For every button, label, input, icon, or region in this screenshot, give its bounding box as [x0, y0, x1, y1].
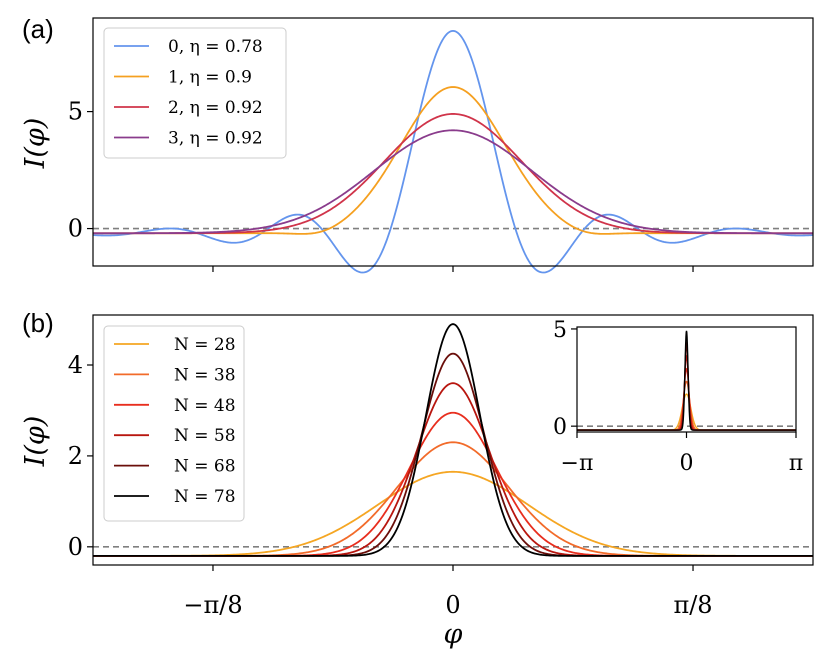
x-tick-label: π: [789, 451, 803, 476]
inset-ticks: 0 5 −π 0 π: [553, 318, 803, 476]
legend-entry: 0, η = 0.78: [168, 37, 263, 57]
panel-a-legend: 0, η = 0.78 1, η = 0.9 2, η = 0.92 3, η = 0…: [103, 27, 287, 159]
x-tick-label: 0: [680, 451, 694, 476]
legend-entry: 1, η = 0.9: [168, 68, 252, 88]
panel-a: (a) I(φ) 05 0, η = 0.781, η = 0.92, η = …: [20, 14, 814, 274]
series-line-b-5: [93, 323, 813, 557]
inset-series-line-5: [577, 330, 796, 431]
panel-b-ticks: 0 2 4 −π/8 0 π/8: [68, 351, 713, 619]
y-tick-label: 0: [68, 533, 83, 561]
panel-b-frame: [92, 314, 814, 566]
y-tick-label: 5: [553, 318, 567, 343]
panel-a-ticks: 05: [68, 98, 694, 272]
panel-a-frame: [92, 17, 814, 267]
panel-b: (b) I(φ) φ 0 2 4 −π/8 0 π/8 N = 28 N = 38 N = 4…: [20, 308, 814, 650]
legend-entry: N = 58: [174, 426, 236, 446]
panel-b-label: (b): [22, 308, 54, 338]
panel-b-ylabel: I(φ): [20, 416, 51, 468]
x-tick-label: −π: [561, 451, 594, 476]
series-line-a-0: [92, 29, 814, 274]
legend-entry: 3, η = 0.92: [168, 129, 263, 149]
y-tick-label: 4: [68, 351, 83, 379]
panel-b-xlabel: φ: [444, 619, 463, 650]
panel-a-ylabel: I(φ): [20, 118, 51, 170]
series-line-a-3: [93, 129, 813, 235]
x-tick-label: π/8: [673, 591, 712, 619]
x-tick-label: 0: [445, 591, 460, 619]
legend-entry: N = 68: [174, 457, 236, 477]
legend-entry: N = 28: [174, 335, 236, 355]
panel-a-label: (a): [22, 14, 54, 44]
legend-entry: N = 38: [174, 365, 236, 385]
legend-box: [103, 27, 287, 159]
legend-entry: N = 78: [174, 487, 236, 507]
y-tick-label: 5: [68, 98, 83, 126]
panel-b-series-lines: [93, 323, 813, 557]
y-tick-label: 2: [68, 442, 83, 470]
y-tick-label: 0: [68, 215, 83, 243]
panel-b-legend: N = 28 N = 38 N = 48 N = 58 N = 68 N = 78: [103, 325, 245, 522]
y-tick-label: 0: [553, 415, 567, 440]
x-tick-label: −π/8: [183, 591, 242, 619]
inset-series-lines: [577, 330, 796, 431]
inset-frame: [576, 326, 797, 433]
legend-entry: 2, η = 0.92: [168, 98, 263, 118]
panel-b-inset: 0 5 −π 0 π: [553, 318, 803, 476]
legend-entry: N = 48: [174, 396, 236, 416]
panel-a-series-lines: [92, 29, 814, 274]
